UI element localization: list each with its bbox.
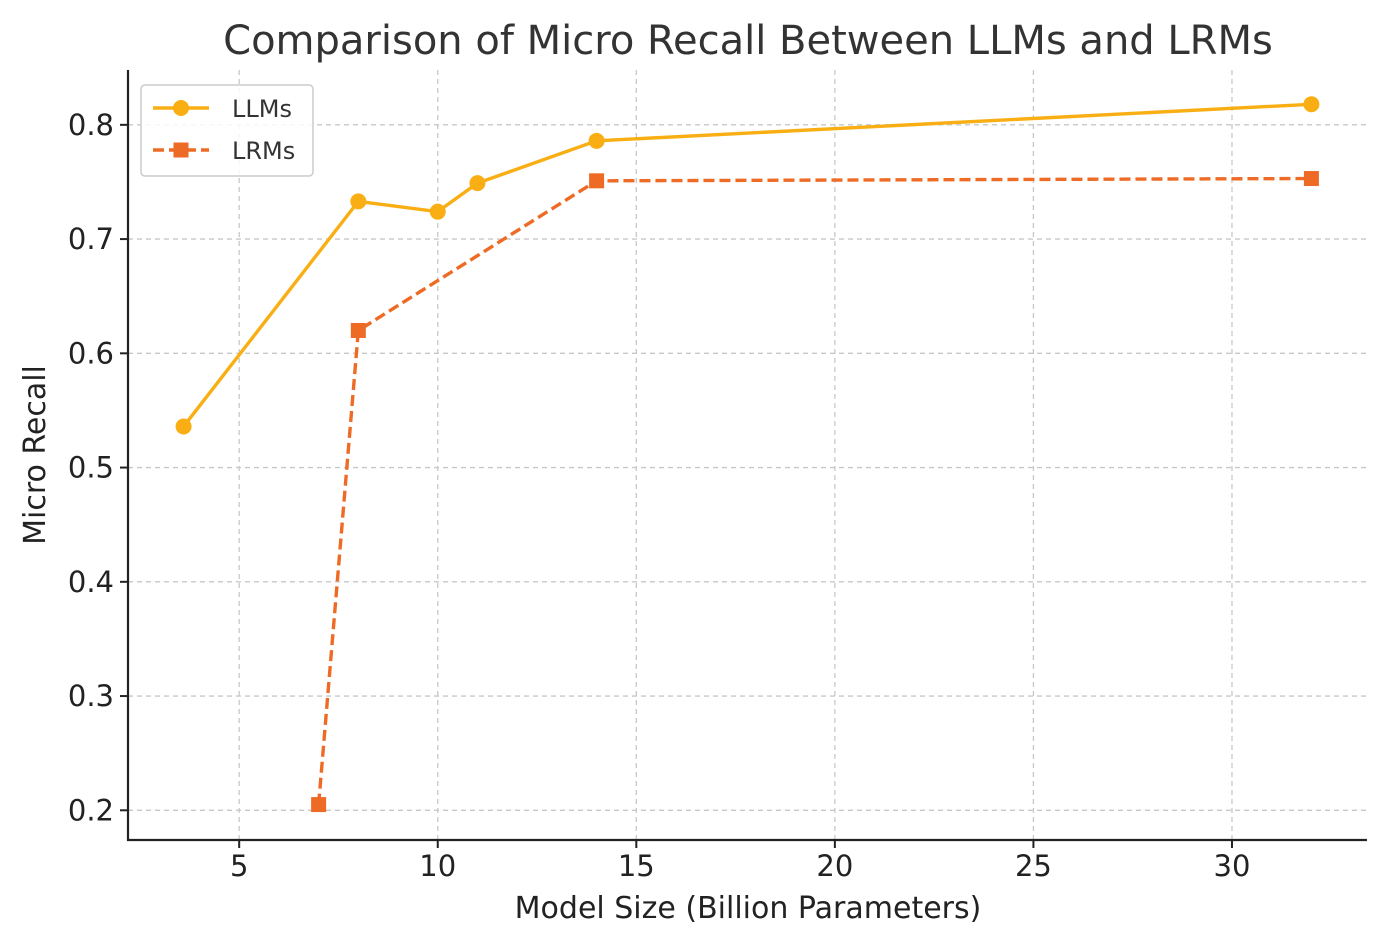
legend-marker-square [173,142,189,158]
x-tick-label: 20 [816,849,853,883]
data-point-llms [350,193,367,210]
legend: LLMs LRMs [140,84,314,177]
x-tick-label: 10 [419,849,456,883]
data-point-lrms [1303,171,1319,187]
y-tick-label: 0.4 [68,565,114,599]
legend-marker-circle [173,100,189,116]
data-point-lrms [350,322,366,338]
chart-title: Comparison of Micro Recall Between LLMs … [223,18,1273,64]
series-llms [175,96,1320,435]
data-point-llms [469,175,486,192]
data-point-llms [1303,96,1320,113]
x-tick-label: 25 [1015,849,1052,883]
y-tick-label: 0.5 [68,451,114,485]
y-tick-label: 0.8 [68,108,114,142]
x-tick-label: 15 [618,849,655,883]
axes-spines [126,70,1367,842]
y-tick-label: 0.2 [68,793,114,827]
y-tick-label: 0.3 [68,679,114,713]
y-axis-ticks: 0.2 0.3 0.4 0.5 0.6 0.7 0.8 [68,108,128,827]
data-point-lrms [589,173,605,189]
y-axis-label: Micro Recall [18,365,53,545]
x-tick-label: 5 [230,849,248,883]
series-line-lrms [316,176,1312,805]
data-point-llms [588,132,605,149]
x-tick-label: 30 [1214,849,1251,883]
data-point-llms [429,203,446,220]
legend-item-lrms: LRMs [153,137,295,165]
legend-label: LLMs [232,95,292,123]
y-tick-label: 0.7 [68,222,114,256]
x-axis-label: Model Size (Billion Parameters) [515,891,982,926]
legend-label: LRMs [232,137,295,165]
data-point-lrms [311,797,327,813]
x-axis-ticks: 5 10 15 20 25 30 [230,840,1250,883]
y-tick-label: 0.6 [68,336,114,370]
series-layer [175,96,1320,813]
series-lrms [311,171,1319,813]
legend-item-llms: LLMs [153,95,292,123]
series-line-llms [182,102,1312,428]
data-point-llms [175,418,192,435]
legend-entries: LLMs LRMs [153,95,295,165]
grid-layer [128,70,1367,840]
